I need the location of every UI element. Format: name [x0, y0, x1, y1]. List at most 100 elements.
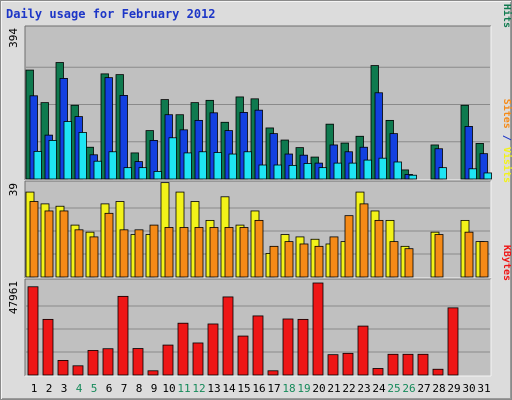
- legend-entry: KBytes: [501, 245, 512, 281]
- sites-bar: [344, 215, 354, 278]
- sites-bar: [254, 219, 264, 278]
- day-tick-label: 5: [91, 382, 98, 395]
- legend-entry: /: [501, 129, 512, 147]
- pages-bar: [213, 152, 222, 180]
- sites-bar: [374, 219, 384, 278]
- sites-bar: [59, 210, 69, 278]
- kbytes-bar: [372, 368, 384, 376]
- kbytes-bar: [387, 353, 399, 376]
- legend-entry: /: [501, 0, 512, 4]
- kbytes-bar: [447, 307, 459, 376]
- sites-bar: [329, 236, 339, 278]
- legend-entry: Hits: [501, 4, 512, 28]
- day-tick-label: 6: [106, 382, 113, 395]
- panel-bottom-legend: KBytes: [501, 245, 512, 281]
- sites-bar: [239, 227, 249, 278]
- pages-bar: [333, 162, 342, 180]
- day-tick-label: 13: [207, 382, 220, 395]
- kbytes-bar: [102, 348, 114, 376]
- pages-bar: [258, 164, 267, 180]
- sites-bar: [269, 245, 279, 278]
- sites-bar: [359, 203, 369, 278]
- kbytes-bar: [402, 353, 414, 376]
- sites-bar: [284, 241, 294, 278]
- kbytes-bar: [222, 296, 234, 376]
- panel-top-legend: Pages / Files / Hits: [501, 0, 512, 28]
- sites-bar: [179, 227, 189, 278]
- kbytes-bar: [282, 318, 294, 376]
- legend-entry: Visits: [501, 147, 512, 183]
- kbytes-bar: [162, 344, 174, 376]
- sites-bar: [464, 231, 474, 278]
- day-tick-label: 16: [252, 382, 265, 395]
- sites-bar: [314, 245, 324, 278]
- pages-bar: [408, 174, 417, 180]
- sites-bar: [134, 229, 144, 278]
- day-tick-label: 3: [61, 382, 68, 395]
- day-tick-label: 18: [282, 382, 295, 395]
- day-tick-label: 27: [417, 382, 430, 395]
- sites-bar: [89, 236, 99, 278]
- kbytes-bar: [297, 318, 309, 376]
- panel-middle-ymax-label: 39: [7, 183, 20, 196]
- pages-bar: [438, 167, 447, 180]
- day-tick-label: 21: [327, 382, 340, 395]
- sites-bar: [164, 227, 174, 278]
- panel-top-ymax-label: 394: [7, 28, 20, 48]
- panel-bottom-ymax-label: 47961: [7, 281, 20, 314]
- sites-bar: [44, 210, 54, 278]
- day-tick-label: 10: [162, 382, 175, 395]
- pages-bar: [78, 132, 87, 180]
- sites-bar: [104, 212, 114, 278]
- day-tick-label: 7: [121, 382, 128, 395]
- kbytes-bar: [342, 352, 354, 376]
- files-bar: [119, 95, 128, 180]
- kbytes-bar: [27, 286, 39, 376]
- kbytes-bar: [417, 353, 429, 376]
- sites-bar: [404, 248, 414, 278]
- pages-bar: [198, 151, 207, 180]
- day-tick-label: 19: [297, 382, 310, 395]
- sites-bar: [224, 227, 234, 278]
- pages-bar: [288, 164, 297, 180]
- day-tick-label: 17: [267, 382, 280, 395]
- day-tick-label: 9: [151, 382, 158, 395]
- kbytes-bar: [147, 370, 159, 376]
- pages-bar: [228, 153, 237, 180]
- pages-bar: [63, 121, 72, 180]
- day-tick-label: 15: [237, 382, 250, 395]
- kbytes-bar: [87, 350, 99, 376]
- day-tick-label: 31: [477, 382, 490, 395]
- day-tick-label: 29: [447, 382, 460, 395]
- day-tick-label: 12: [192, 382, 205, 395]
- day-tick-label: 8: [136, 382, 143, 395]
- sites-bar: [299, 243, 309, 278]
- day-tick-label: 1: [31, 382, 38, 395]
- sites-bar: [209, 227, 219, 278]
- kbytes-bar: [192, 342, 204, 376]
- sites-bar: [29, 201, 39, 278]
- sites-bar: [389, 241, 399, 278]
- sites-bar: [74, 229, 84, 278]
- day-tick-label: 2: [46, 382, 53, 395]
- day-tick-label: 28: [432, 382, 445, 395]
- day-tick-label: 14: [222, 382, 236, 395]
- kbytes-bar: [207, 323, 219, 376]
- pages-bar: [168, 137, 177, 180]
- pages-bar: [243, 151, 252, 180]
- pages-bar: [318, 167, 327, 180]
- kbytes-bar: [177, 322, 189, 376]
- pages-bar: [48, 140, 57, 180]
- pages-bar: [393, 161, 402, 180]
- pages-bar: [138, 167, 147, 180]
- pages-bar: [183, 152, 192, 180]
- kbytes-bar: [237, 335, 249, 376]
- kbytes-bar: [252, 315, 264, 376]
- day-tick-label: 4: [76, 382, 83, 395]
- pages-bar: [153, 171, 162, 180]
- day-tick-label: 22: [342, 382, 355, 395]
- kbytes-bar: [42, 318, 54, 376]
- kbytes-bar: [357, 325, 369, 376]
- day-tick-label: 24: [372, 382, 386, 395]
- sites-bar: [149, 224, 159, 278]
